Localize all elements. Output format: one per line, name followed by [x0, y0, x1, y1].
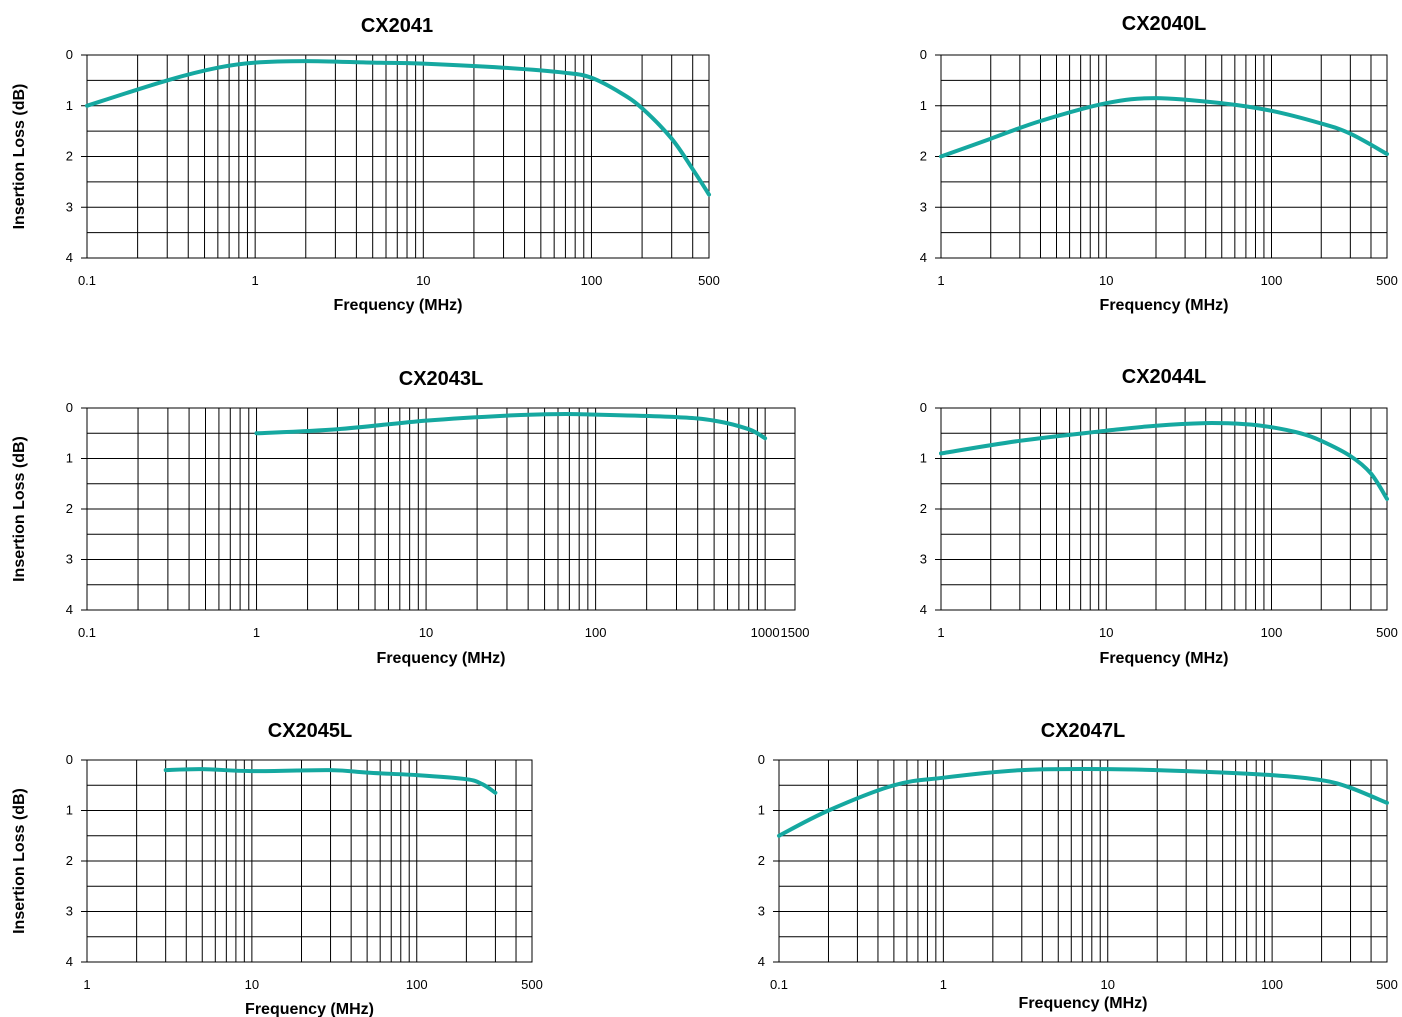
x-tick-label: 1	[83, 977, 90, 992]
x-tick-label: 500	[1376, 625, 1398, 640]
y-tick-label: 1	[920, 98, 927, 113]
y-tick-label: 0	[920, 47, 927, 62]
x-tick-label: 100	[1261, 273, 1283, 288]
y-tick-label: 2	[66, 853, 73, 868]
x-tick-label: 10	[245, 977, 259, 992]
insertion-loss-curve	[254, 412, 768, 441]
y-tick-label: 1	[66, 803, 73, 818]
x-axis-title: Frequency (MHz)	[1019, 995, 1148, 1012]
y-tick-label: 2	[758, 853, 765, 868]
y-tick-label: 4	[920, 602, 927, 617]
chart-panel: 0 1 2 3 4 0.1 1 10 100 1000 1500 CX2043L Frequency (…	[11, 368, 809, 667]
x-tick-label: 100	[585, 625, 607, 640]
x-tick-label: 100	[1261, 625, 1283, 640]
x-tick-label: 10	[1099, 625, 1113, 640]
x-tick-label: 10	[1099, 273, 1113, 288]
y-tick-label: 1	[758, 803, 765, 818]
x-tick-label: 500	[521, 977, 543, 992]
insertion-loss-curve	[85, 59, 711, 197]
x-tick-label: 1000	[751, 625, 780, 640]
x-tick-label: 0.1	[78, 273, 96, 288]
x-axis-title: Frequency (MHz)	[1100, 650, 1229, 667]
y-tick-label: 0	[66, 752, 73, 767]
y-tick-label: 3	[758, 904, 765, 919]
y-axis-title: Insertion Loss (dB)	[11, 84, 28, 230]
x-axis-title: Frequency (MHz)	[377, 650, 506, 667]
x-tick-label: 1500	[781, 625, 810, 640]
chart-title: CX2041	[361, 15, 433, 37]
y-tick-label: 3	[920, 552, 927, 567]
y-tick-label: 4	[66, 250, 73, 265]
chart-title: CX2043L	[399, 368, 484, 390]
y-tick-label: 3	[66, 552, 73, 567]
y-tick-label: 0	[920, 400, 927, 415]
y-tick-label: 4	[66, 954, 73, 969]
y-tick-label: 3	[920, 199, 927, 214]
insertion-loss-curve	[939, 96, 1389, 159]
insertion-loss-curve	[163, 767, 498, 795]
x-tick-label: 100	[406, 977, 428, 992]
y-tick-label: 4	[758, 954, 765, 969]
x-axis-title: Frequency (MHz)	[245, 1001, 374, 1017]
y-tick-label: 0	[66, 400, 73, 415]
x-tick-label: 1	[937, 625, 944, 640]
y-tick-label: 4	[920, 250, 927, 265]
x-tick-label: 500	[1376, 273, 1398, 288]
y-tick-label: 1	[66, 451, 73, 466]
y-tick-label: 2	[920, 501, 927, 516]
x-tick-label: 0.1	[78, 625, 96, 640]
chart-title: CX2047L	[1041, 720, 1126, 742]
chart-title: CX2044L	[1122, 366, 1207, 388]
x-tick-label: 10	[1101, 977, 1115, 992]
x-tick-label: 1	[253, 625, 260, 640]
x-tick-label: 10	[419, 625, 433, 640]
x-axis-title: Frequency (MHz)	[1100, 297, 1229, 314]
x-tick-label: 100	[1261, 977, 1283, 992]
chart-panel: 0 1 2 3 4 0.1 1 10 100 500 CX2041 Frequency (MHz) In…	[11, 15, 720, 314]
x-tick-label: 1	[937, 273, 944, 288]
chart-title: CX2045L	[268, 720, 353, 742]
x-tick-label: 1	[252, 273, 259, 288]
insertion-loss-curve	[939, 421, 1389, 501]
y-tick-label: 1	[66, 98, 73, 113]
y-tick-label: 2	[66, 149, 73, 164]
y-tick-label: 2	[66, 501, 73, 516]
y-tick-label: 3	[66, 904, 73, 919]
y-tick-label: 0	[758, 752, 765, 767]
insertion-loss-curve	[777, 766, 1389, 838]
y-tick-label: 3	[66, 199, 73, 214]
x-tick-label: 1	[940, 977, 947, 992]
x-tick-label: 500	[698, 273, 720, 288]
chart-title: CX2040L	[1122, 13, 1207, 35]
y-tick-label: 2	[920, 149, 927, 164]
x-tick-label: 500	[1376, 977, 1398, 992]
x-tick-label: 0.1	[770, 977, 788, 992]
y-axis-title: Insertion Loss (dB)	[11, 788, 28, 934]
y-axis-title: Insertion Loss (dB)	[11, 436, 28, 582]
x-tick-label: 10	[416, 273, 430, 288]
x-tick-label: 100	[581, 273, 603, 288]
y-tick-label: 1	[920, 451, 927, 466]
y-tick-label: 4	[66, 602, 73, 617]
x-axis-title: Frequency (MHz)	[334, 297, 463, 314]
y-tick-label: 0	[66, 47, 73, 62]
chart-panel: 0 1 2 3 4 0.1 1 10 100 500 CX2047L Frequency (MHz)	[758, 720, 1398, 1012]
